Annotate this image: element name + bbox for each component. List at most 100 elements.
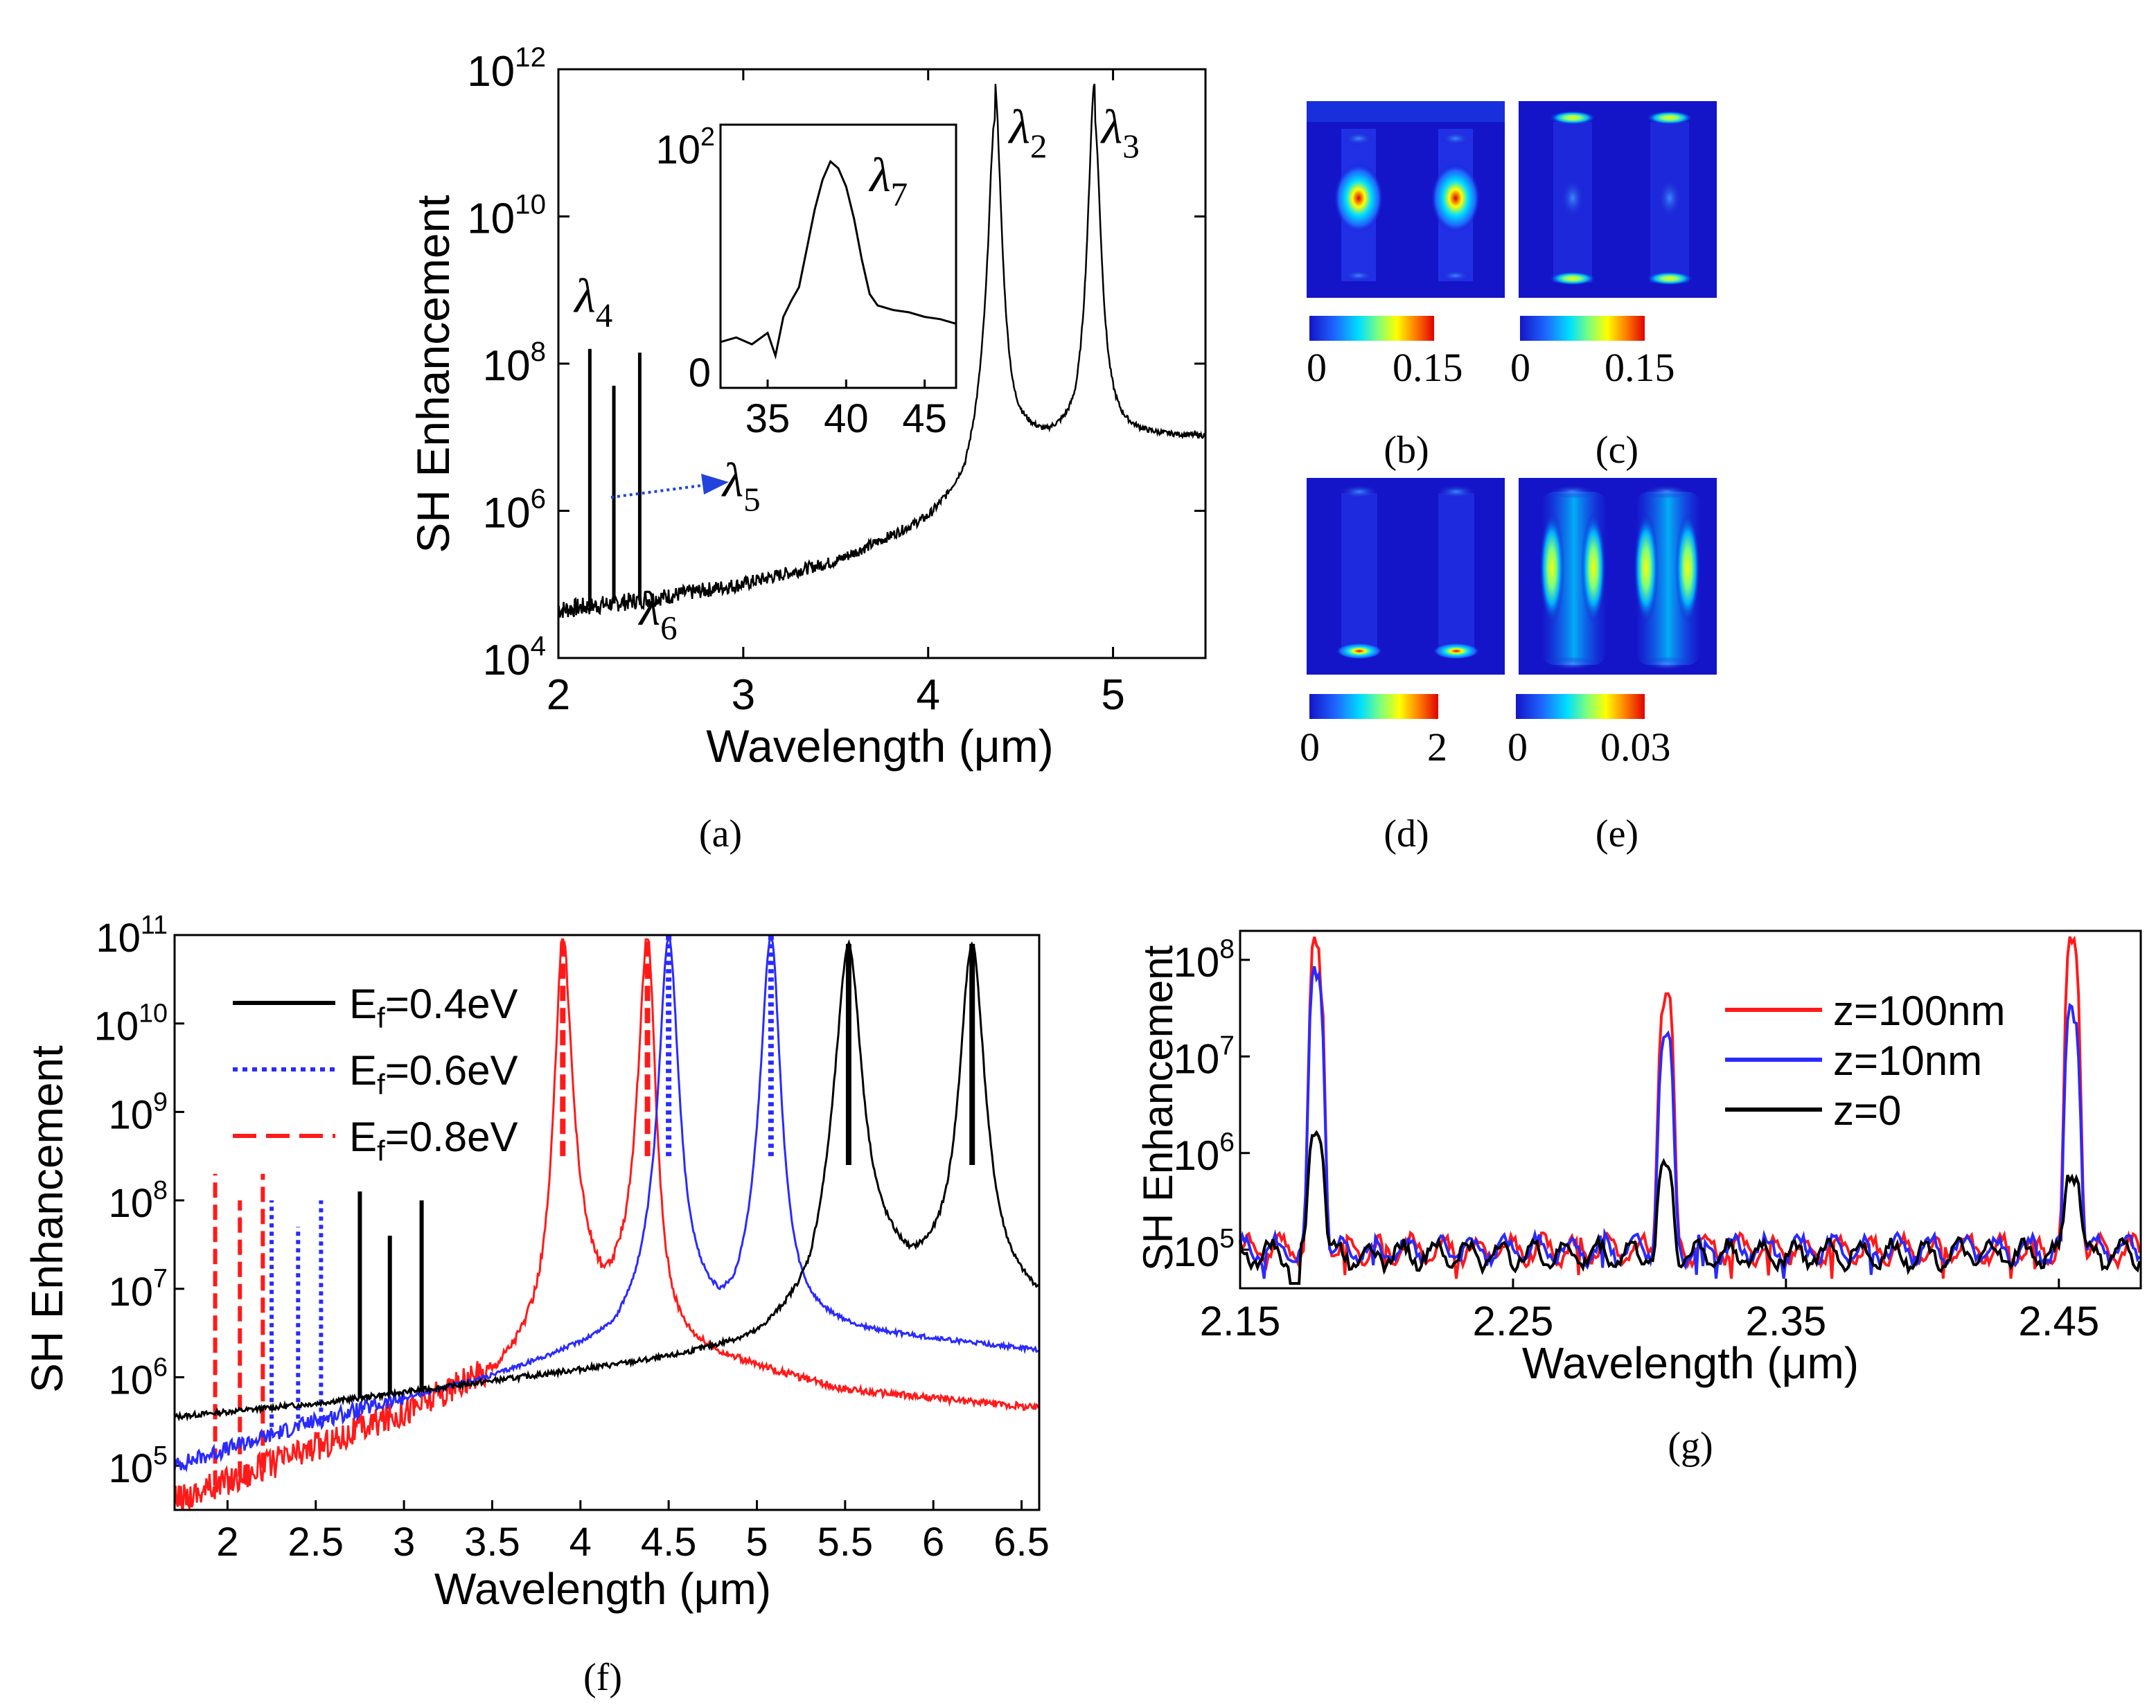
panel-a-ytick-label: 108 — [483, 336, 546, 390]
colorbar-b-min: 0 — [1307, 345, 1327, 390]
panel-f-frame — [173, 934, 1041, 1511]
panel-label-e: (e) — [1596, 812, 1638, 855]
panel-g-ytick-label: 107 — [1174, 1031, 1235, 1082]
panel-g-series-line — [1239, 1130, 2141, 1285]
panel-f-ylabel: SH Enhancement — [22, 1045, 72, 1393]
panel-a-xtick-label: 2 — [547, 671, 570, 719]
panel-g-chart: 2.15 2.25 2.35 2.45 105 106 107 108 z=100nmz=10… — [1135, 929, 2142, 1468]
colorbar-b — [1309, 316, 1434, 341]
panel-f-series-line — [174, 939, 1040, 1422]
panel-f-xtick-label: 3 — [393, 1520, 415, 1565]
lambda-label: λ5 — [721, 454, 761, 518]
lambda5-arrow — [610, 474, 729, 499]
inset-lambda-label: λ7 — [868, 149, 908, 213]
panel-a-ylabel: SH Enhancement — [407, 195, 459, 553]
colorbar-d-max: 2 — [1427, 724, 1447, 770]
panel-a-xtick-label: 5 — [1101, 671, 1124, 719]
panel-f-series — [173, 935, 1040, 1512]
panel-f-xtick-label: 4.5 — [641, 1520, 697, 1565]
panel-f-xtick-label: 5.5 — [818, 1520, 874, 1565]
panel-f-ytick-label: 1011 — [96, 910, 168, 961]
panel-g-ytick-label: 105 — [1174, 1224, 1235, 1275]
panel-label-a: (a) — [699, 812, 742, 855]
panel-g-xlabel: Wavelength (μm) — [1522, 1338, 1859, 1388]
colorbar-c-min: 0 — [1510, 345, 1530, 390]
panel-f-xtick-label: 6.5 — [993, 1520, 1050, 1565]
panel-f-series-line — [173, 938, 1040, 1512]
lambda-label: λ2 — [1007, 100, 1047, 165]
inset-tick-labels: 35 40 45 0 102 λ7 — [656, 122, 947, 441]
panel-a-frame — [557, 68, 1207, 659]
panel-g-series — [1239, 935, 2141, 1285]
inset-line — [720, 159, 957, 360]
field-map-d — [1307, 478, 1505, 675]
panel-f-tick-labels: 2 2.5 3 3.5 4 4.5 5 5.5 6 6.5 105 106 107 108 109 1010 1… — [94, 910, 1050, 1565]
panel-f-ytick-label: 109 — [109, 1087, 168, 1137]
panel-g-xtick-label: 2.35 — [1745, 1298, 1826, 1344]
panel-g-xtick-label: 2.45 — [2018, 1298, 2099, 1344]
panel-g-ticks — [1239, 959, 2060, 1288]
panel-a-annotations: λ2 λ3 λ4 λ5 λ6 — [573, 100, 1139, 647]
panel-f-xtick-label: 6 — [922, 1520, 944, 1565]
legend-label: Ef=0.6eV — [349, 1047, 518, 1101]
panel-f-ytick-label: 108 — [109, 1175, 168, 1226]
panel-label-g: (g) — [1668, 1425, 1713, 1468]
panel-a-inset: 35 40 45 0 102 λ7 — [656, 122, 957, 441]
colorbar-e — [1516, 694, 1645, 719]
panel-f-xtick-label: 3.5 — [464, 1520, 520, 1565]
panel-a-ytick-label: 1012 — [467, 42, 546, 96]
panel-a-series-line — [557, 83, 1206, 619]
panel-label-d: (d) — [1384, 812, 1429, 855]
lambda-label: λ4 — [573, 270, 612, 335]
inset-series — [720, 159, 957, 360]
field-maps: 0 0.15 0 0.15 0 2 0 0.03 (b) (c) (d) (e) — [1300, 101, 1717, 855]
colorbar-e-max: 0.03 — [1600, 724, 1671, 770]
inset-ytick-label-top: 102 — [656, 122, 715, 172]
panel-a-ytick-label: 1010 — [467, 189, 546, 243]
panel-f-legend: Ef=0.4eV Ef=0.6eV Ef=0.8eV — [233, 981, 518, 1167]
panel-f-xlabel: Wavelength (μm) — [434, 1564, 771, 1614]
panel-label-f: (f) — [583, 1656, 622, 1699]
colorbar-d-min: 0 — [1300, 724, 1320, 770]
lambda-label: λ3 — [1100, 100, 1140, 165]
legend-label: Ef=0.8eV — [349, 1114, 518, 1167]
panel-a-xtick-label: 4 — [916, 671, 939, 719]
legend-label: Ef=0.4eV — [349, 981, 518, 1034]
panel-g-frame — [1239, 929, 2142, 1290]
legend-label: z=0 — [1833, 1087, 1901, 1134]
panel-a-ytick-label: 104 — [483, 630, 546, 684]
panel-f-xtick-label: 4 — [569, 1520, 592, 1565]
panel-f-chart: 2 2.5 3 3.5 4 4.5 5 5.5 6 6.5 105 106 107 108 109 1010 1… — [22, 910, 1050, 1699]
colorbar-c — [1520, 316, 1645, 341]
inset-frame — [719, 123, 957, 389]
panel-a-ytick-label: 106 — [483, 483, 546, 537]
legend-label: z=10nm — [1833, 1038, 1982, 1084]
panel-g-ylabel: SH Enhancement — [1135, 945, 1181, 1272]
colorbar-d — [1309, 694, 1438, 719]
panel-g-ytick-label: 108 — [1174, 934, 1235, 986]
legend-label: z=100nm — [1833, 988, 2006, 1034]
field-map-e — [1519, 478, 1717, 675]
inset-xtick-label: 45 — [902, 396, 947, 441]
lambda-label: λ6 — [638, 582, 678, 647]
panel-f-ytick-label: 1010 — [94, 999, 168, 1049]
panel-label-c: (c) — [1596, 429, 1638, 472]
panel-g-xtick-label: 2.25 — [1473, 1298, 1554, 1344]
panel-g-xtick-label: 2.15 — [1200, 1298, 1281, 1344]
colorbar-e-min: 0 — [1508, 724, 1528, 770]
field-map-b — [1307, 101, 1505, 298]
panel-f-xtick-label: 2.5 — [288, 1520, 344, 1565]
colorbar-b-max: 0.15 — [1393, 345, 1463, 390]
colorbar-c-max: 0.15 — [1605, 345, 1675, 390]
inset-ytick-label-bottom: 0 — [689, 350, 711, 395]
panel-a-xlabel: Wavelength (μm) — [706, 720, 1053, 772]
panel-f-series-line — [173, 938, 1039, 1473]
inset-xtick-label: 40 — [824, 396, 869, 441]
panel-f-xtick-label: 2 — [216, 1520, 238, 1565]
panel-g-tick-labels: 2.15 2.25 2.35 2.45 105 106 107 108 — [1174, 934, 2100, 1344]
panel-a-series — [557, 83, 1206, 619]
